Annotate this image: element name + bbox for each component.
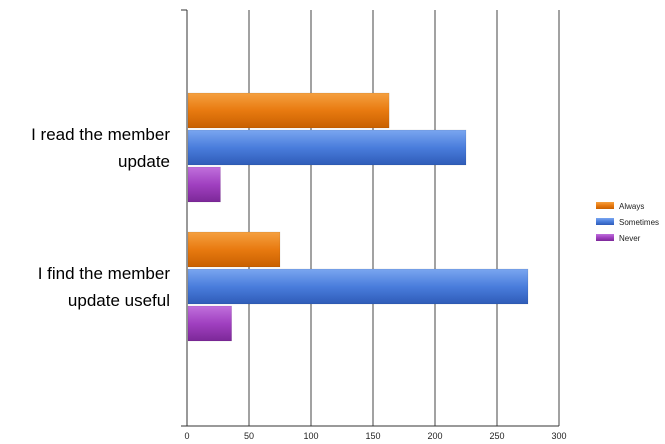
bar-sometimes-1 bbox=[187, 268, 529, 305]
x-tick-label: 300 bbox=[551, 431, 566, 441]
category-label: update bbox=[118, 152, 170, 171]
x-tick-label: 50 bbox=[244, 431, 254, 441]
bar-always-1 bbox=[187, 231, 281, 268]
bar-never-0 bbox=[187, 166, 221, 203]
x-tick-label: 200 bbox=[427, 431, 442, 441]
legend-label-sometimes: Sometimes bbox=[619, 218, 659, 227]
legend-swatch-always bbox=[596, 202, 614, 209]
x-tick-label: 100 bbox=[303, 431, 318, 441]
bar-sometimes-0 bbox=[187, 129, 467, 166]
legend: Always Sometimes Never bbox=[596, 202, 659, 243]
category-labels: I read the member update I find the member… bbox=[31, 125, 170, 310]
legend-swatch-sometimes bbox=[596, 218, 614, 225]
legend-swatch-never bbox=[596, 234, 614, 241]
legend-label-always: Always bbox=[619, 202, 644, 211]
category-label: update useful bbox=[68, 291, 170, 310]
bar-always-0 bbox=[187, 92, 390, 129]
x-tick-labels: 0 50 100 150 200 250 300 bbox=[181, 9, 567, 441]
x-tick-label: 0 bbox=[184, 431, 189, 441]
bar-never-1 bbox=[187, 305, 232, 342]
category-label: I find the member bbox=[38, 264, 171, 283]
legend-label-never: Never bbox=[619, 234, 641, 243]
category-label: I read the member bbox=[31, 125, 170, 144]
gridlines bbox=[248, 10, 560, 426]
bars-group bbox=[187, 92, 529, 342]
x-tick-label: 150 bbox=[365, 431, 380, 441]
x-tick-label: 250 bbox=[489, 431, 504, 441]
